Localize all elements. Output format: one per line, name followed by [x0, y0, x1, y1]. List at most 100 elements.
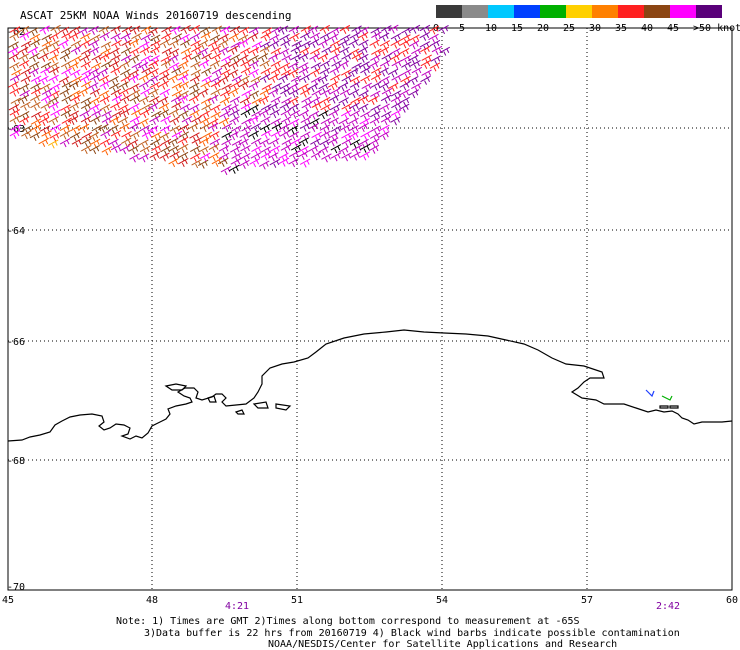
wind-barb: [29, 33, 41, 43]
wind-barb: [120, 54, 132, 64]
wind-barb: [89, 88, 101, 98]
wind-barb: [220, 166, 232, 176]
wind-barb: [138, 81, 150, 91]
wind-barb: [368, 138, 380, 148]
wind-barb: [29, 131, 41, 141]
wind-barb: [129, 94, 141, 105]
wind-barb: [138, 153, 150, 163]
wind-barb: [210, 88, 221, 98]
wind-barb: [311, 101, 322, 111]
wind-barb: [98, 25, 109, 35]
wind-barb: [259, 123, 271, 133]
wind-barb: [288, 158, 299, 168]
wind-barb: [361, 82, 372, 92]
wind-barb: [259, 160, 270, 170]
wind-barb: [207, 40, 219, 50]
wind-barb: [21, 130, 32, 140]
wind-barb: [290, 53, 302, 63]
wind-barb: [199, 110, 210, 120]
wind-barb: [89, 145, 100, 155]
wind-barb: [111, 94, 123, 104]
wind-barb: [229, 25, 241, 35]
wind-barb: [218, 117, 230, 127]
wind-barb: [148, 59, 159, 69]
wind-barb: [310, 76, 322, 86]
wind-barb: [168, 137, 179, 147]
wind-barb: [171, 89, 183, 100]
wind-barb: [97, 67, 109, 78]
wind-barb: [148, 95, 160, 106]
wind-barb: [278, 152, 289, 162]
wind-barb: [70, 69, 81, 79]
wind-barb: [399, 81, 410, 91]
wind-barb: [100, 41, 112, 51]
wind-barb: [221, 131, 232, 141]
wind-barb: [119, 94, 131, 105]
wind-barb: [370, 104, 381, 114]
wind-barb: [48, 116, 59, 126]
wind-barb: [89, 73, 101, 84]
wind-barb: [260, 32, 271, 42]
wind-barb: [20, 75, 32, 85]
wind-barb: [9, 87, 21, 97]
wind-barb: [198, 146, 209, 156]
wind-barb: [39, 45, 50, 55]
wind-barb: [158, 73, 170, 83]
wind-barb: [298, 67, 310, 77]
wind-barb: [341, 138, 353, 148]
wind-barb: [30, 38, 41, 49]
wind-barb: [90, 62, 102, 72]
wind-barb: [119, 60, 131, 70]
wind-barb: [250, 123, 261, 133]
wind-barb: [80, 48, 92, 58]
wind-barb: [141, 130, 153, 140]
wind-barb: [211, 25, 223, 35]
wind-barb: [169, 125, 181, 135]
wind-barb: [59, 138, 71, 148]
wind-barb: [110, 130, 122, 140]
wind-barb: [270, 60, 282, 70]
wind-barb: [298, 137, 309, 147]
wind-barbs: [8, 24, 451, 176]
wind-barb: [159, 68, 170, 78]
wind-barb: [259, 73, 271, 83]
wind-barb: [349, 75, 361, 85]
wind-barb: [369, 132, 381, 142]
wind-barb: [110, 25, 121, 35]
wind-barb: [411, 47, 422, 57]
wind-barb: [129, 83, 140, 93]
wind-barb: [197, 159, 209, 169]
wind-barb: [411, 82, 422, 92]
wind-barb: [128, 38, 140, 48]
wind-barb: [200, 80, 211, 90]
wind-barb: [160, 115, 171, 125]
wind-barb: [210, 111, 221, 121]
wind-barb: [58, 39, 69, 49]
wind-barb: [370, 54, 381, 64]
wind-barb: [289, 32, 300, 42]
wind-barb: [31, 111, 42, 121]
wind-barb: [348, 124, 359, 135]
lat-label: -68: [7, 456, 25, 467]
wind-barb: [290, 75, 302, 85]
wind-barb: [348, 39, 359, 49]
wind-barb: [210, 80, 222, 90]
wind-barb: [309, 53, 320, 63]
time-label: 4:21: [225, 601, 249, 612]
wind-barb: [358, 95, 369, 105]
wind-barb: [341, 152, 352, 162]
wind-barb: [327, 137, 339, 147]
wind-barb: [110, 101, 121, 111]
wind-barb: [408, 54, 419, 64]
wind-barb: [138, 95, 150, 105]
wind-barb: [9, 62, 20, 72]
wind-barb: [251, 145, 262, 155]
wind-barb: [38, 52, 49, 62]
wind-barb: [229, 96, 241, 106]
wind-barb: [378, 82, 390, 92]
wind-barb: [210, 45, 221, 55]
wind-barb: [201, 67, 212, 77]
wind-barb: [308, 38, 320, 48]
wind-barb: [60, 60, 72, 70]
wind-barb: [370, 125, 381, 135]
